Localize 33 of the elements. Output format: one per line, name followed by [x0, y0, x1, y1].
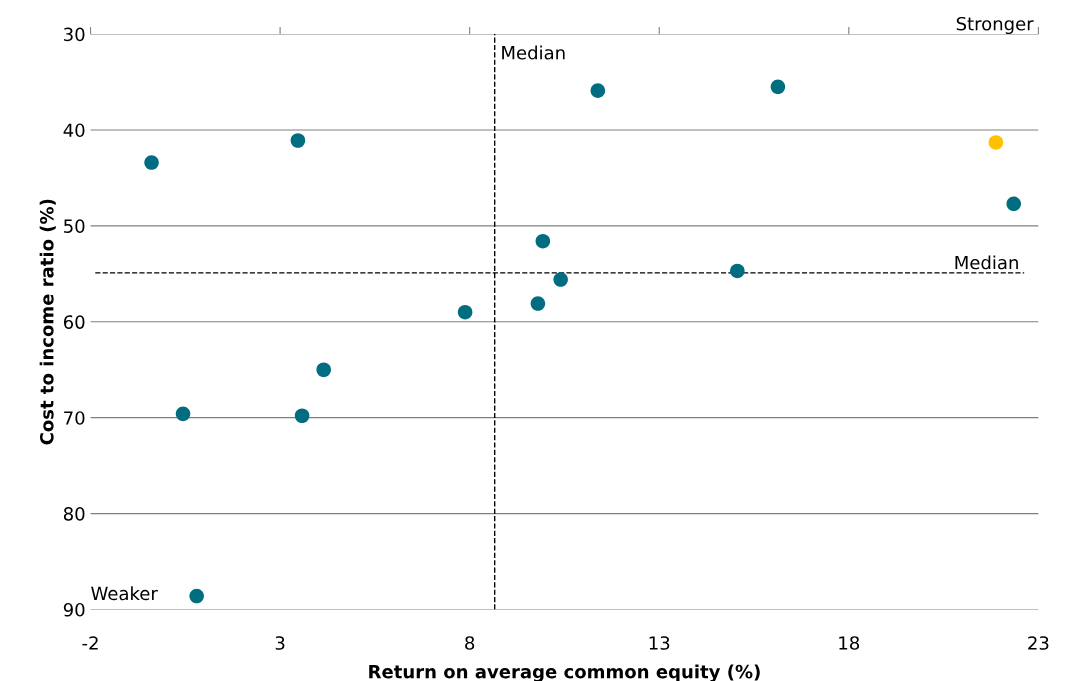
point — [988, 135, 1004, 150]
y-tick-label: 60 — [63, 315, 85, 329]
point — [316, 362, 331, 378]
point — [530, 296, 546, 311]
x-tick-label: -2 — [82, 636, 98, 650]
y-tick-label: 90 — [63, 602, 85, 617]
annotation: Weaker — [91, 586, 158, 601]
point — [189, 588, 204, 604]
y-tick-label: 40 — [63, 123, 85, 138]
point — [730, 263, 745, 279]
point — [553, 272, 568, 287]
annotation: Stronger — [956, 16, 1034, 35]
point — [290, 133, 306, 148]
point — [1006, 196, 1022, 212]
y-tick-label: 50 — [64, 219, 85, 233]
x-tick-label: 8 — [465, 636, 475, 650]
y-tick-label: 70 — [64, 411, 85, 425]
point — [294, 408, 310, 424]
x-tick-label: 18 — [839, 636, 860, 650]
y-axis-title: Cost to income ratio (%) — [39, 199, 56, 445]
ref-line-label: Median — [955, 255, 1018, 270]
x-tick-label: 3 — [275, 636, 285, 650]
y-tick-label: 30 — [64, 27, 85, 42]
point — [770, 79, 786, 95]
point — [175, 406, 191, 422]
point — [144, 155, 159, 170]
point — [457, 304, 473, 320]
point — [535, 233, 551, 249]
point — [590, 83, 606, 98]
ref-line-label: Median — [502, 45, 565, 60]
x-tick-label: 23 — [1028, 636, 1049, 650]
x-tick-label: 13 — [649, 636, 670, 650]
y-tick-label: 80 — [63, 507, 85, 521]
